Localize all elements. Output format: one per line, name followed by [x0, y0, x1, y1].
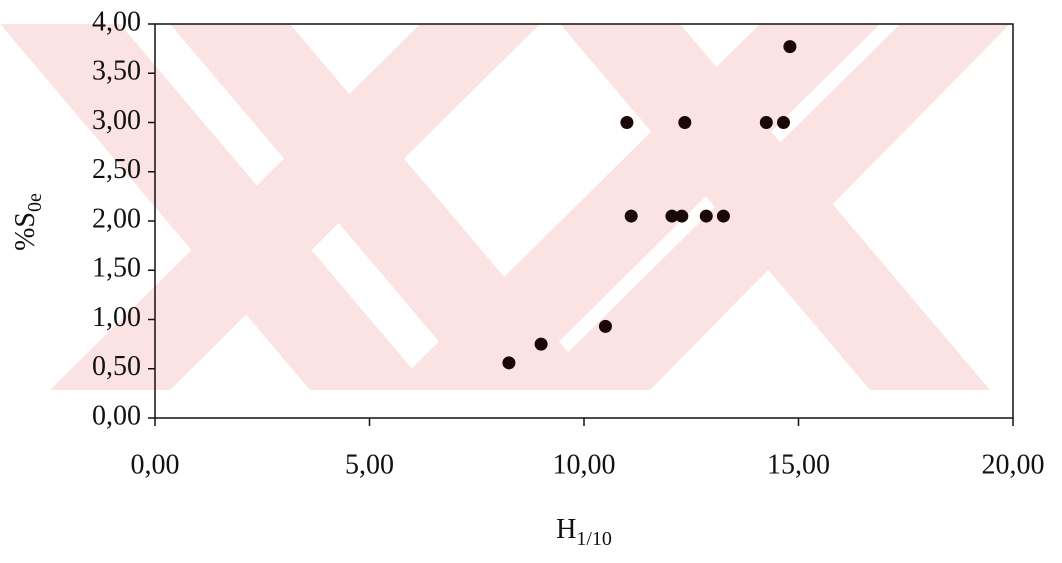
point — [598, 319, 612, 333]
x-tick-label: 15,00 — [767, 449, 830, 480]
y-axis-title: %S0e — [10, 193, 45, 251]
y-tick-label: 0,50 — [92, 351, 141, 382]
point — [675, 209, 689, 223]
point — [624, 209, 638, 223]
y-tick-label: 1,00 — [92, 302, 141, 333]
point — [776, 116, 790, 129]
x-axis-title-main: H — [556, 514, 576, 545]
y-axis-title-sub: 0e — [24, 193, 46, 212]
point — [665, 209, 679, 223]
point — [759, 116, 773, 129]
y-tick-label: 4,00 — [92, 6, 141, 37]
y-tick-label: 1,50 — [92, 253, 141, 284]
point — [534, 337, 548, 351]
watermark — [0, 24, 1010, 390]
x-axis-title: H1/10 — [556, 514, 612, 549]
point — [783, 40, 797, 54]
y-axis-title-main: %S — [10, 212, 41, 251]
y-tick-label: 3,00 — [92, 105, 141, 136]
x-tick-label: 10,00 — [553, 449, 616, 480]
y-tick-label: 2,50 — [92, 154, 141, 185]
watermark-stripe — [530, 24, 1010, 390]
point — [502, 356, 516, 370]
watermark-stripe — [390, 24, 880, 390]
x-axis-title-sub: 1/10 — [576, 528, 612, 550]
y-tick-label: 2,00 — [92, 203, 141, 234]
x-tick-label: 0,00 — [131, 449, 180, 480]
watermark-stripe — [0, 24, 430, 390]
x-tick-label: 5,00 — [345, 449, 394, 480]
point — [716, 209, 730, 223]
point — [678, 116, 692, 129]
point — [699, 209, 713, 223]
point — [620, 116, 634, 129]
y-tick-label: 3,50 — [92, 56, 141, 87]
watermark-stripe — [50, 24, 540, 390]
x-tick-label: 20,00 — [982, 449, 1045, 480]
y-tick-label: 0,00 — [92, 400, 141, 431]
